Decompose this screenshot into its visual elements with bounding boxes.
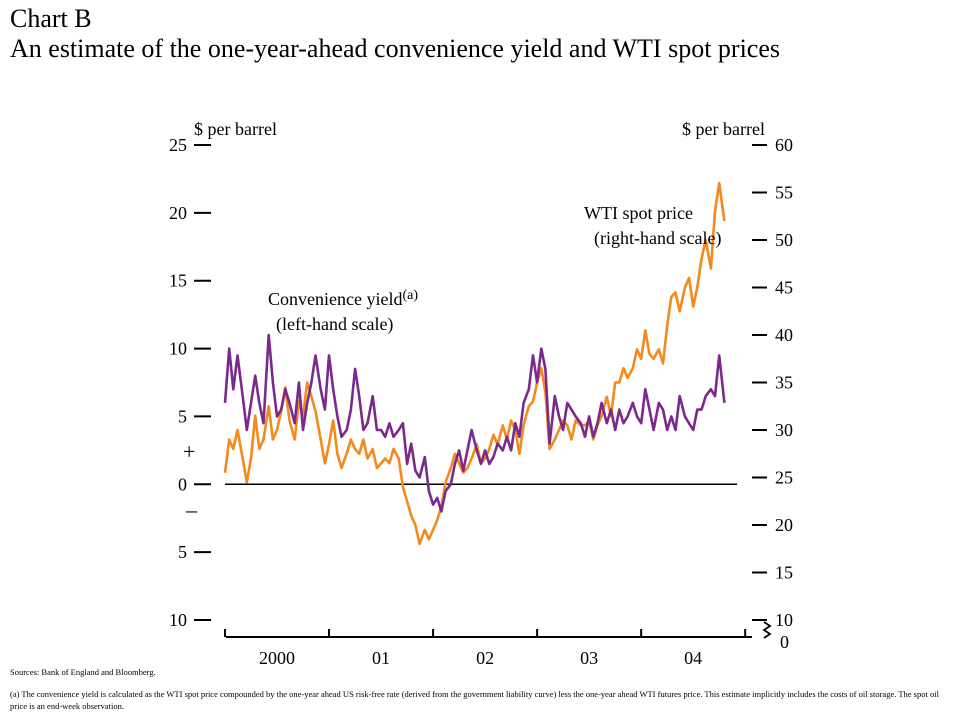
chart-title: An estimate of the one-year-ahead conven… xyxy=(10,34,781,63)
x-axis-period-label: 01 xyxy=(372,648,390,668)
right-axis-tick-label: 20 xyxy=(775,515,793,535)
right-axis-tick-label: 50 xyxy=(775,230,793,250)
right-axis-tick-label: 45 xyxy=(775,278,793,298)
right-axis-tick-label: 40 xyxy=(775,325,793,345)
convenience-yield-line xyxy=(223,333,726,513)
right-axis-break-label: 0 xyxy=(780,632,789,652)
wti-spot-price-label: WTI spot price xyxy=(584,203,693,223)
left-axis-tick-label: 25 xyxy=(169,135,187,155)
right-axis-tick-label: 25 xyxy=(775,468,793,488)
right-axis-tick-label: 55 xyxy=(775,183,793,203)
footnote: (a) The convenience yield is calculated … xyxy=(10,689,939,711)
series-labels: Convenience yield(a) (left-hand scale) W… xyxy=(268,203,721,335)
x-axis-period-label: 02 xyxy=(476,648,494,668)
chart-header: Chart B An estimate of the one-year-ahea… xyxy=(10,4,910,64)
left-axis-tick-label: 5 xyxy=(178,542,187,562)
right-axis-unit-label: $ per barrel xyxy=(682,119,765,139)
right-axis-tick-label: 35 xyxy=(775,373,793,393)
left-axis: 10 5 0 5 10 15 20 25 xyxy=(169,135,211,630)
x-axis-period-label: 03 xyxy=(580,648,598,668)
plus-sign-label: + xyxy=(183,439,195,464)
left-axis-tick-label: 20 xyxy=(169,203,187,223)
chart-label: Chart B xyxy=(10,4,92,33)
convenience-yield-scale-label: (left-hand scale) xyxy=(276,314,393,335)
left-axis-tick-label: 15 xyxy=(169,271,187,291)
right-axis-tick-label: 15 xyxy=(775,563,793,583)
left-axis-tick-label: 5 xyxy=(178,406,187,426)
wti-spot-price-scale-label: (right-hand scale) xyxy=(594,228,721,249)
x-axis: 2000 01 02 03 04 xyxy=(224,629,752,668)
left-axis-tick-label: 10 xyxy=(169,610,187,630)
sources-note: Sources: Bank of England and Bloomberg. xyxy=(10,667,156,677)
left-axis-tick-label: 0 xyxy=(178,474,187,494)
right-axis-tick-label: 60 xyxy=(775,135,793,155)
right-axis-tick-label: 30 xyxy=(775,420,793,440)
left-axis-unit-label: $ per barrel xyxy=(194,119,277,139)
series-layer xyxy=(223,181,726,546)
convenience-yield-label: Convenience yield(a) xyxy=(268,288,418,309)
x-axis-period-label: 04 xyxy=(684,648,702,668)
x-axis-period-label: 2000 xyxy=(259,648,295,668)
wti-spot-price-line xyxy=(223,181,726,546)
right-axis: 10 15 20 25 30 35 40 45 50 55 60 0 xyxy=(752,135,793,652)
right-axis-tick-label: 10 xyxy=(775,610,793,630)
left-axis-tick-label: 10 xyxy=(169,339,187,359)
axis-break-icon xyxy=(762,621,772,639)
minus-sign-label: – xyxy=(185,497,198,522)
